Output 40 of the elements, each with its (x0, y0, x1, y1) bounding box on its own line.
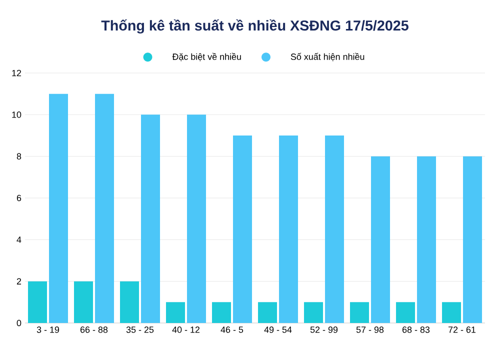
x-tick-label: 40 - 12 (172, 326, 200, 333)
x-tick-label: 52 - 99 (310, 326, 338, 333)
bar (463, 156, 482, 323)
bar (350, 302, 370, 323)
y-tick-label: 4 (16, 236, 22, 243)
y-tick-label: 0 (16, 320, 22, 326)
bar (49, 94, 68, 323)
y-tick-label: 6 (16, 194, 22, 202)
chart-title: Thống kê tần suất về nhiều XSĐNG 17/5/2025 (101, 19, 408, 34)
bar (258, 302, 278, 323)
bar (141, 114, 160, 323)
x-tick-label: 57 - 98 (356, 326, 384, 333)
bar (95, 94, 114, 323)
bar (212, 302, 232, 323)
y-tick-label: 10 (12, 111, 22, 118)
y-tick-label: 2 (16, 278, 22, 284)
x-tick-label: 72 - 61 (448, 326, 476, 333)
bar (120, 281, 140, 323)
bar (233, 135, 252, 323)
x-tick-label: 3 - 19 (36, 326, 60, 333)
y-tick-label: 8 (16, 153, 22, 160)
legend-label: Đặc biệt về nhiều (172, 52, 241, 62)
bar (325, 135, 344, 323)
bar (417, 156, 436, 323)
x-tick-label: 49 - 54 (264, 326, 292, 333)
x-tick-label: 46 - 5 (220, 326, 244, 333)
bar (396, 302, 416, 323)
bar (304, 302, 324, 323)
x-tick-label: 68 - 83 (402, 326, 430, 333)
legend-label: Số xuất hiện nhiều (290, 52, 364, 62)
bar (442, 302, 462, 323)
x-tick-label: 35 - 25 (126, 326, 154, 333)
bar (74, 281, 93, 323)
bar (187, 114, 206, 323)
bar (28, 281, 47, 323)
bar (279, 135, 298, 323)
bar (166, 302, 186, 323)
bar (371, 156, 390, 323)
x-tick-label: 66 - 88 (80, 326, 108, 333)
y-tick-label: 12 (12, 70, 22, 76)
